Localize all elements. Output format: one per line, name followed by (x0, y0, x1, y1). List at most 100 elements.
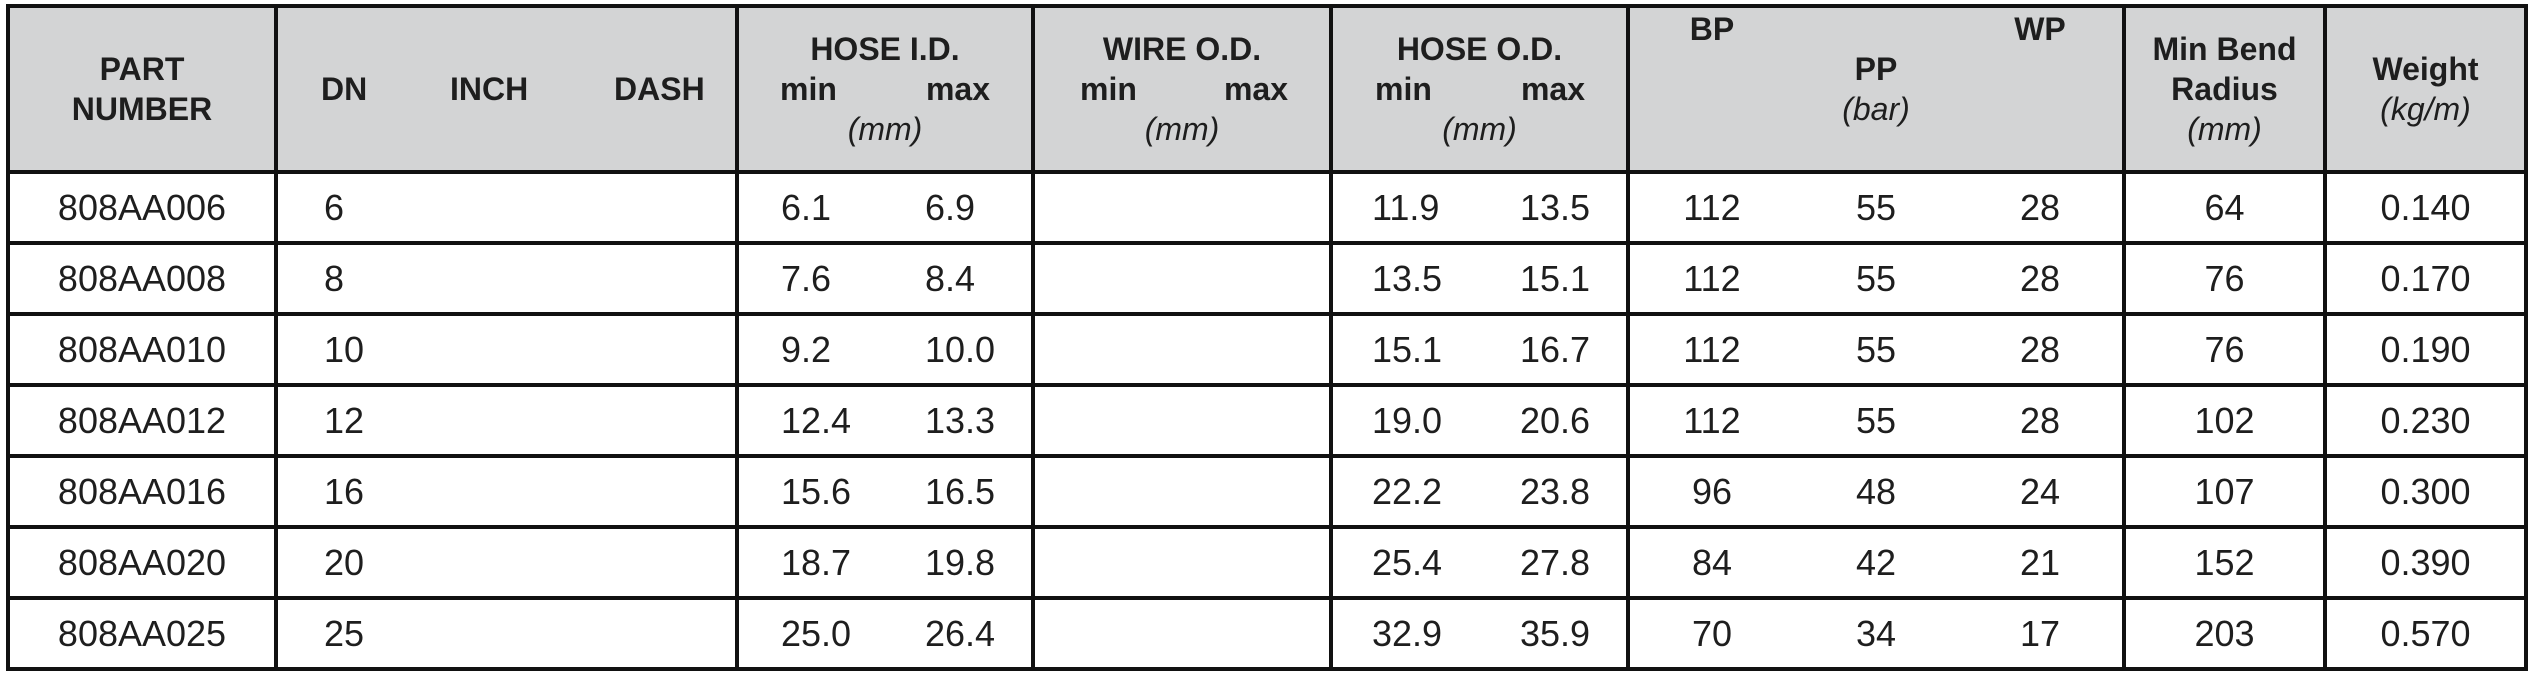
table-row: 808AA025 25 25.0 26.4 32.9 35.9 (6, 596, 2528, 671)
header-part-number: PART NUMBER (6, 4, 278, 174)
cell-od-max: 16.7 (1520, 328, 1591, 370)
cell-hose-od: 19.0 20.6 (1329, 383, 1630, 458)
cell-hose-id: 7.6 8.4 (735, 241, 1035, 316)
cell-part-number: 808AA012 (6, 383, 278, 458)
cell-weight: 0.570 (2323, 596, 2528, 671)
cell-bp: 112 (1683, 186, 1741, 228)
cell-id-min: 15.6 (781, 470, 852, 512)
cell-pp: 55 (1855, 186, 1897, 228)
cell-part-number: 808AA008 (6, 241, 278, 316)
cell-od-min: 32.9 (1372, 612, 1443, 654)
cell-dn: 25 (324, 612, 365, 654)
cell-od-max: 13.5 (1520, 186, 1591, 228)
cell-hose-id: 18.7 19.8 (735, 525, 1035, 600)
cell-wp: 21 (2019, 541, 2061, 583)
cell-inch (450, 542, 614, 584)
cell-hose-id: 15.6 16.5 (735, 454, 1035, 529)
header-size: DN INCH DASH (274, 4, 739, 174)
cell-pressure: 112 55 28 (1626, 170, 2126, 245)
cell-wp: 28 (2019, 186, 2061, 228)
cell-min-bend-radius: 152 (2122, 525, 2327, 600)
cell-od-min: 19.0 (1372, 399, 1443, 441)
cell-wire-od (1031, 525, 1333, 600)
cell-od-max: 15.1 (1520, 257, 1591, 299)
cell-id-min: 6.1 (781, 186, 832, 228)
cell-weight: 0.390 (2323, 525, 2528, 600)
table-row: 808AA008 8 7.6 8.4 13.5 15.1 (6, 241, 2528, 316)
cell-od-max: 27.8 (1520, 541, 1591, 583)
cell-pp: 55 (1855, 399, 1897, 441)
header-weight: Weight (kg/m) (2323, 4, 2528, 174)
header-dash: DASH (614, 71, 705, 107)
cell-wire-od (1031, 383, 1333, 458)
header-dn: DN (321, 71, 368, 107)
cell-pp: 34 (1855, 612, 1897, 654)
cell-min-bend-radius: 102 (2122, 383, 2327, 458)
header-bp: BP (1689, 11, 1735, 47)
header-hose-od: HOSE O.D. min max (mm) (1329, 4, 1630, 174)
cell-wire-od (1031, 596, 1333, 671)
cell-dn: 6 (324, 186, 345, 228)
cell-id-min: 12.4 (781, 399, 852, 441)
table-body: 808AA006 6 6.1 6.9 11.9 13.5 (6, 170, 2528, 671)
header-inch: INCH (450, 71, 529, 107)
cell-dn: 16 (324, 470, 365, 512)
cell-id-max: 16.5 (925, 470, 996, 512)
cell-hose-od: 25.4 27.8 (1329, 525, 1630, 600)
cell-od-max: 35.9 (1520, 612, 1591, 654)
cell-wire-od (1031, 170, 1333, 245)
table-row: 808AA010 10 9.2 10.0 15.1 16.7 (6, 312, 2528, 387)
cell-id-max: 10.0 (925, 328, 996, 370)
cell-dn: 8 (324, 257, 345, 299)
cell-dn: 12 (324, 399, 365, 441)
cell-size: 20 (274, 525, 739, 600)
cell-pressure: 112 55 28 (1626, 383, 2126, 458)
cell-pressure: 84 42 21 (1626, 525, 2126, 600)
cell-wp: 28 (2019, 328, 2061, 370)
header-wire-od: WIRE O.D. min max (mm) (1031, 4, 1333, 174)
cell-wp: 24 (2019, 470, 2061, 512)
cell-hose-id: 6.1 6.9 (735, 170, 1035, 245)
header-hose-id: HOSE I.D. min max (mm) (735, 4, 1035, 174)
header-pp: PP (1854, 51, 1898, 87)
cell-min-bend-radius: 76 (2122, 312, 2327, 387)
cell-weight: 0.190 (2323, 312, 2528, 387)
cell-hose-od: 15.1 16.7 (1329, 312, 1630, 387)
cell-od-max: 23.8 (1520, 470, 1591, 512)
cell-id-min: 25.0 (781, 612, 852, 654)
table-header: PART NUMBER DN INCH DASH HOSE I.D. min m… (6, 4, 2528, 174)
cell-wire-od (1031, 312, 1333, 387)
cell-dn: 20 (324, 541, 365, 583)
cell-size: 25 (274, 596, 739, 671)
cell-inch (450, 187, 614, 229)
cell-part-number: 808AA010 (6, 312, 278, 387)
cell-hose-od: 32.9 35.9 (1329, 596, 1630, 671)
cell-od-min: 11.9 (1372, 186, 1440, 228)
cell-inch (450, 613, 614, 655)
cell-pressure: 96 48 24 (1626, 454, 2126, 529)
cell-inch (450, 400, 614, 442)
cell-size: 8 (274, 241, 739, 316)
cell-wire-od (1031, 454, 1333, 529)
cell-part-number: 808AA025 (6, 596, 278, 671)
cell-wp: 17 (2019, 612, 2061, 654)
cell-hose-od: 13.5 15.1 (1329, 241, 1630, 316)
cell-weight: 0.140 (2323, 170, 2528, 245)
cell-pressure: 112 55 28 (1626, 312, 2126, 387)
table-row: 808AA012 12 12.4 13.3 19.0 20.6 (6, 383, 2528, 458)
cell-od-min: 13.5 (1372, 257, 1443, 299)
cell-hose-od: 11.9 13.5 (1329, 170, 1630, 245)
cell-bp: 96 (1691, 470, 1733, 512)
cell-part-number: 808AA020 (6, 525, 278, 600)
cell-id-max: 26.4 (925, 612, 996, 654)
cell-bp: 112 (1683, 399, 1741, 441)
header-pressure: BP PP (bar) WP (1626, 4, 2126, 174)
cell-bp: 84 (1691, 541, 1733, 583)
cell-size: 6 (274, 170, 739, 245)
table-row: 808AA020 20 18.7 19.8 25.4 27.8 (6, 525, 2528, 600)
cell-wp: 28 (2019, 257, 2061, 299)
header-min-bend-radius: Min Bend Radius (mm) (2122, 4, 2327, 174)
table-row: 808AA016 16 15.6 16.5 22.2 23.8 (6, 454, 2528, 529)
cell-id-max: 6.9 (925, 186, 976, 228)
cell-min-bend-radius: 76 (2122, 241, 2327, 316)
